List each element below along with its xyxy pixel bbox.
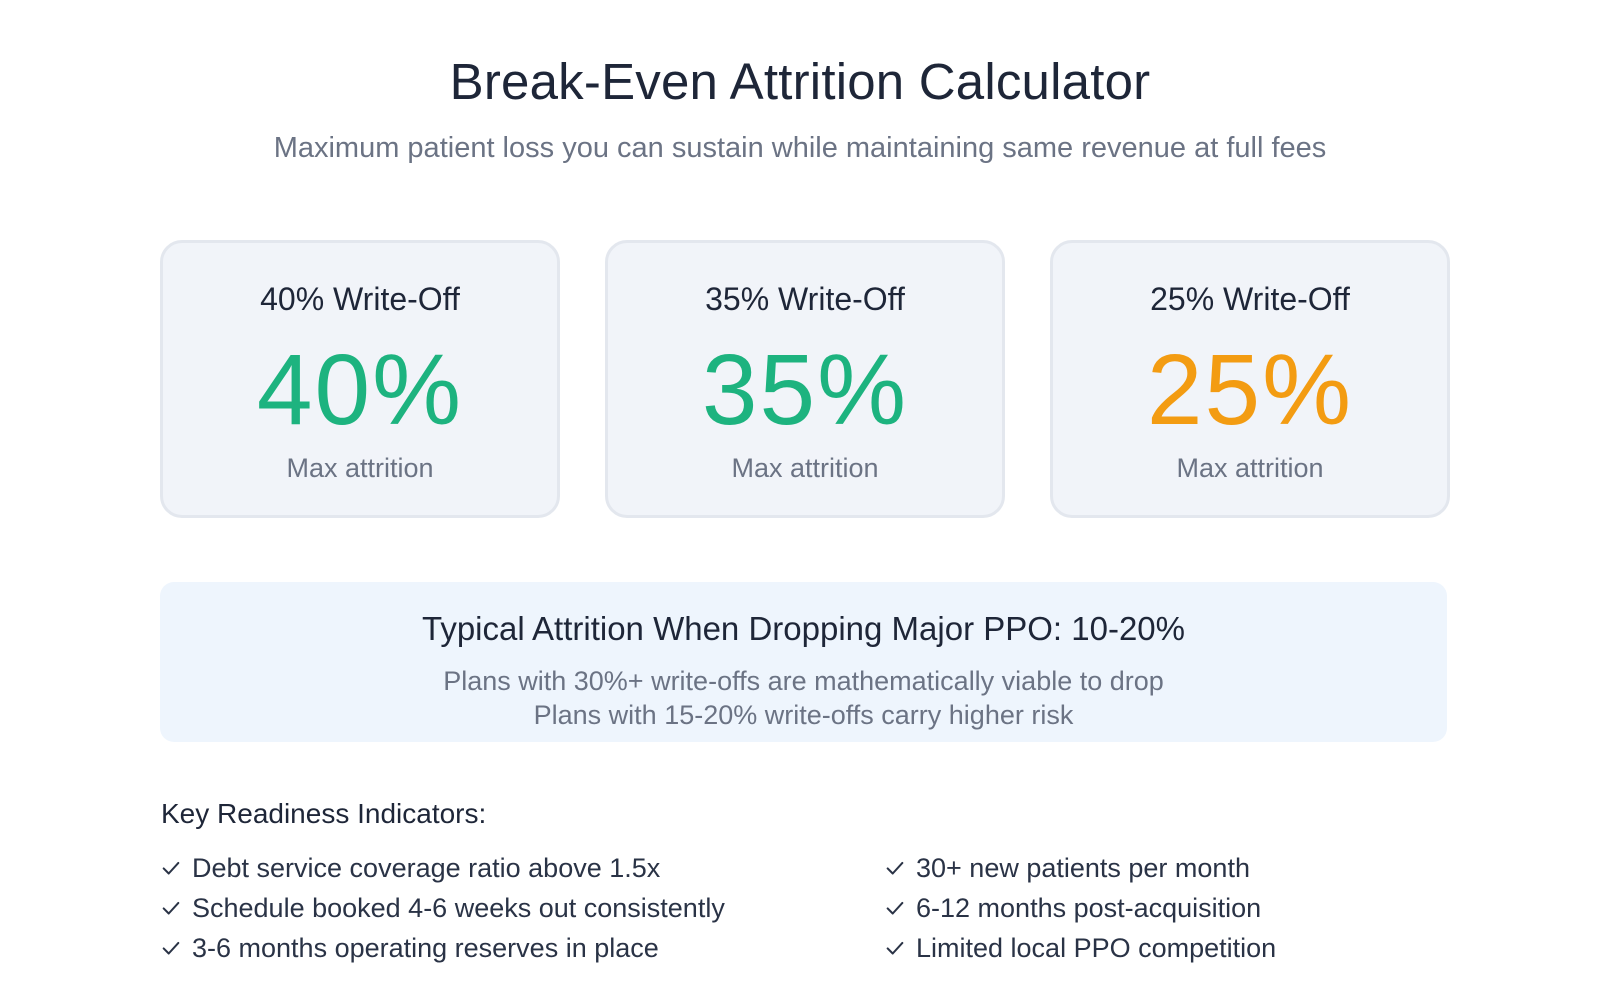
card-caption: Max attrition (731, 453, 879, 483)
indicator-text: Limited local PPO competition (916, 932, 1277, 963)
card-label: 35% Write-Off (705, 281, 905, 317)
check-icon (886, 861, 904, 875)
indicators-heading: Key Readiness Indicators: (161, 798, 487, 829)
info-line: Plans with 30%+ write-offs are mathemati… (443, 666, 1164, 696)
card-35-write-off: 35% Write-Off 35% Max attrition (605, 240, 1005, 518)
indicators-list-right: 30+ new patients per month 6-12 months p… (884, 848, 1276, 968)
list-item: Debt service coverage ratio above 1.5x (160, 848, 725, 888)
indicator-text: Schedule booked 4-6 weeks out consistent… (192, 892, 725, 923)
card-25-write-off: 25% Write-Off 25% Max attrition (1050, 240, 1450, 518)
card-value: 40% (256, 334, 464, 446)
indicators-list-left: Debt service coverage ratio above 1.5x S… (160, 848, 725, 968)
check-icon (162, 941, 180, 955)
page-subtitle: Maximum patient loss you can sustain whi… (273, 132, 1327, 164)
write-off-cards: 40% Write-Off 40% Max attrition 35% Writ… (160, 240, 1450, 522)
card-caption: Max attrition (286, 453, 434, 483)
list-item: 6-12 months post-acquisition (884, 888, 1276, 928)
card-caption: Max attrition (1176, 453, 1324, 483)
indicator-text: 6-12 months post-acquisition (916, 892, 1262, 923)
check-icon (162, 861, 180, 875)
check-icon (886, 901, 904, 915)
list-item: Schedule booked 4-6 weeks out consistent… (160, 888, 725, 928)
list-item: Limited local PPO competition (884, 928, 1276, 968)
page-title: Break-Even Attrition Calculator (449, 53, 1151, 110)
typical-attrition-box: Typical Attrition When Dropping Major PP… (160, 582, 1447, 742)
indicator-text: Debt service coverage ratio above 1.5x (192, 852, 661, 883)
list-item: 3-6 months operating reserves in place (160, 928, 725, 968)
card-40-write-off: 40% Write-Off 40% Max attrition (160, 240, 560, 518)
card-label: 25% Write-Off (1150, 281, 1350, 317)
card-label: 40% Write-Off (260, 281, 460, 317)
card-value: 35% (701, 334, 909, 446)
list-item: 30+ new patients per month (884, 848, 1276, 888)
check-icon (886, 941, 904, 955)
info-line: Plans with 15-20% write-offs carry highe… (533, 700, 1074, 730)
info-heading: Typical Attrition When Dropping Major PP… (421, 610, 1185, 647)
check-icon (162, 901, 180, 915)
card-value: 25% (1146, 334, 1354, 446)
indicator-text: 30+ new patients per month (916, 852, 1250, 883)
indicator-text: 3-6 months operating reserves in place (192, 932, 659, 963)
